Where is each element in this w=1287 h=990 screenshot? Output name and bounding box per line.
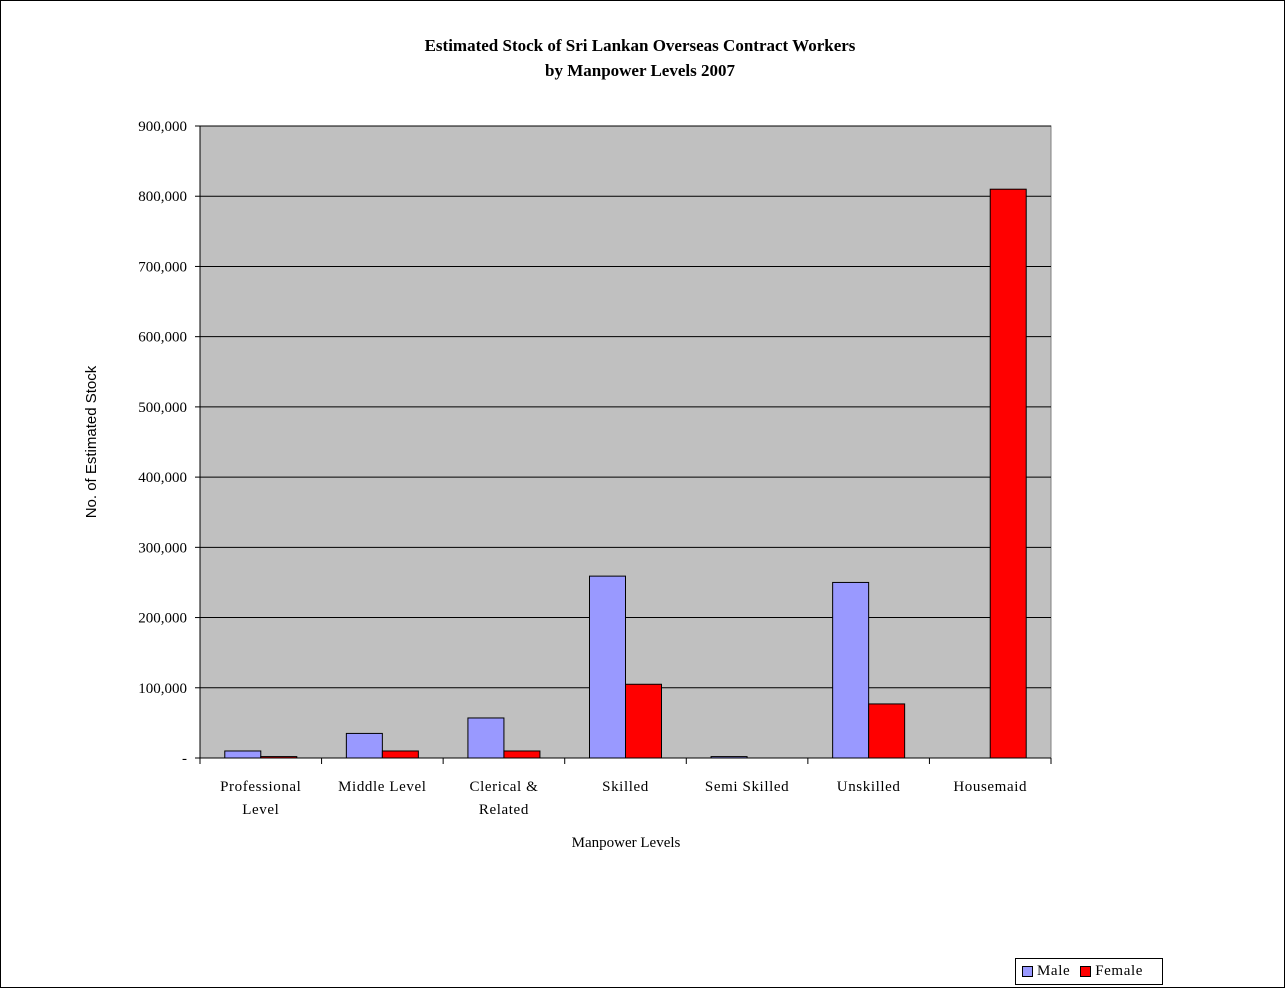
- legend-swatch-male: [1022, 966, 1033, 977]
- y-tick-label: 400,000: [138, 470, 187, 486]
- y-tick-label: 300,000: [138, 540, 187, 556]
- chart-title-line2: by Manpower Levels 2007: [545, 61, 735, 80]
- legend-label-male: Male: [1037, 963, 1071, 979]
- x-category-label: Middle Level: [338, 779, 426, 795]
- x-category-label: Unskilled: [837, 779, 901, 795]
- bar-female: [868, 703, 906, 759]
- bar-male: [345, 732, 383, 759]
- y-tick-label: 900,000: [138, 119, 187, 135]
- bar-male: [224, 750, 262, 759]
- legend-swatch-female: [1080, 966, 1092, 977]
- y-tick-label: 100,000: [138, 681, 187, 697]
- chart-title-line1: Estimated Stock of Sri Lankan Overseas C…: [425, 36, 856, 55]
- x-category-label: Professional: [220, 779, 301, 795]
- x-category-label: Skilled: [602, 779, 649, 795]
- x-axis-title: Manpower Levels: [572, 835, 681, 851]
- x-category-label: Related: [479, 802, 529, 818]
- bar-female: [625, 683, 662, 759]
- y-tick-label: 500,000: [138, 400, 187, 416]
- x-category-label: Housemaid: [953, 779, 1027, 795]
- y-axis-title: No. of Estimated Stock: [83, 365, 100, 518]
- y-tick-label: 800,000: [138, 189, 187, 205]
- legend-item-male: Male: [1022, 963, 1070, 980]
- bar-male: [832, 581, 870, 759]
- x-category-label: Level: [242, 802, 279, 818]
- y-tick-label: 700,000: [138, 259, 187, 275]
- legend-label-female: Female: [1095, 963, 1143, 979]
- y-tick-label: 600,000: [138, 330, 187, 346]
- bar-male: [467, 717, 505, 759]
- bar-female: [260, 756, 298, 759]
- x-category-label: Semi Skilled: [705, 779, 789, 795]
- x-category-label: Clerical &: [469, 779, 538, 795]
- bar-female: [503, 750, 541, 759]
- bar-female: [989, 188, 1027, 759]
- bar-female: [381, 750, 419, 759]
- y-tick-label: 200,000: [138, 611, 187, 627]
- bar-male: [710, 756, 748, 759]
- legend: Male Female: [1015, 958, 1163, 985]
- y-tick-label: -: [182, 751, 187, 767]
- legend-item-female: Female: [1080, 963, 1143, 980]
- bar-male: [589, 575, 626, 759]
